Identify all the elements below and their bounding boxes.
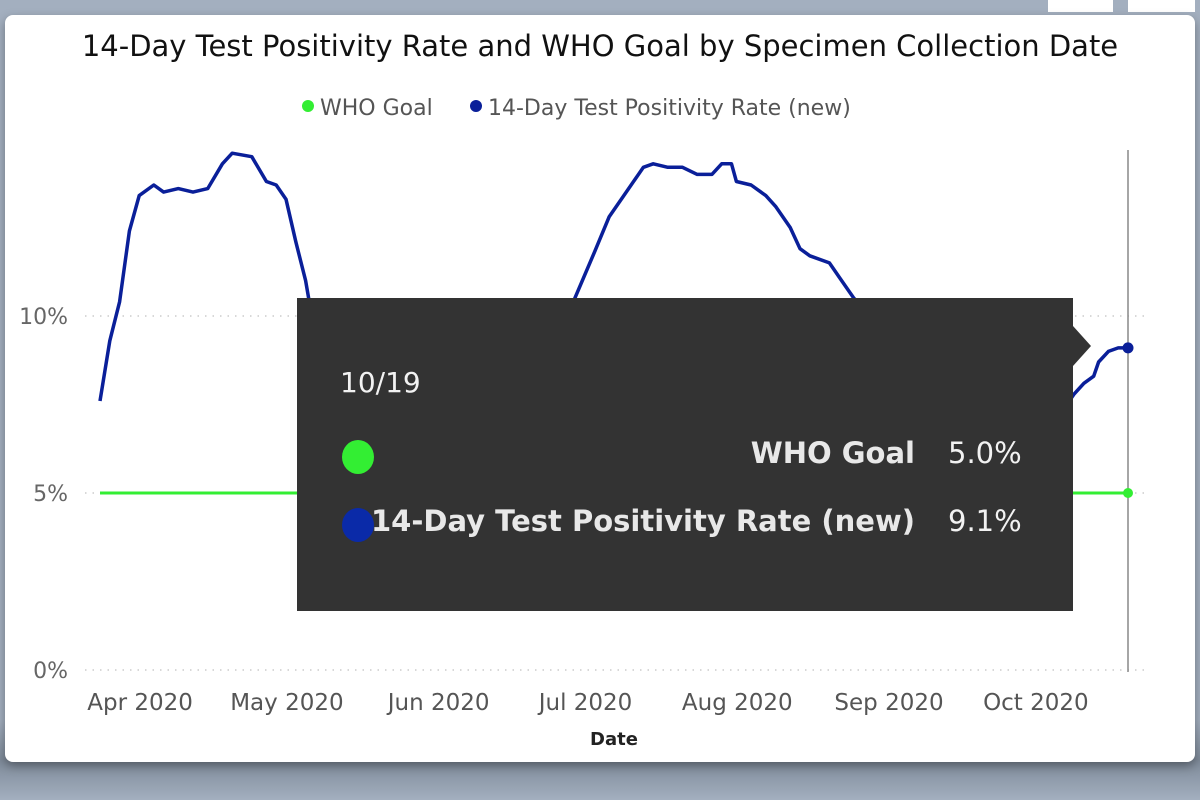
tooltip-series-name: 14-Day Test Positivity Rate (new) — [371, 504, 915, 538]
x-tick-label: Jul 2020 — [537, 690, 633, 716]
x-tick-label: Oct 2020 — [983, 690, 1089, 716]
legend-rate-marker — [470, 100, 482, 112]
positivity-rate-hover-point — [1122, 342, 1134, 354]
y-tick-label: 0% — [33, 659, 68, 684]
x-axis-title: Date — [590, 729, 638, 750]
tooltip: 10/19 WHO Goal 5.0% 14-Day Test Positivi… — [297, 298, 1091, 611]
window-tab[interactable] — [1048, 0, 1113, 12]
window-tab[interactable] — [1128, 0, 1195, 12]
legend[interactable]: WHO Goal 14-Day Test Positivity Rate (ne… — [302, 96, 851, 121]
legend-who-goal-marker — [302, 100, 314, 112]
who-goal-hover-point — [1123, 488, 1133, 498]
legend-who-goal-label[interactable]: WHO Goal — [320, 96, 433, 121]
tooltip-series-value: 9.1% — [948, 504, 1022, 538]
who-goal-dot-icon — [342, 440, 374, 474]
x-tick-label: May 2020 — [230, 690, 343, 716]
rate-dot-icon — [342, 508, 374, 542]
tooltip-series-value: 5.0% — [948, 436, 1022, 470]
y-tick-label: 5% — [33, 482, 68, 507]
x-tick-label: Aug 2020 — [682, 690, 793, 716]
y-tick-label: 10% — [19, 305, 68, 330]
tooltip-arrow — [1073, 326, 1091, 366]
legend-rate-label[interactable]: 14-Day Test Positivity Rate (new) — [488, 96, 851, 121]
tooltip-series-name: WHO Goal — [750, 436, 915, 470]
tooltip-date: 10/19 — [340, 366, 421, 399]
x-tick-label: Apr 2020 — [87, 690, 193, 716]
tooltip-row-rate: 14-Day Test Positivity Rate (new) 9.1% — [340, 504, 1040, 544]
x-tick-label: Sep 2020 — [834, 690, 943, 716]
chart-title: 14-Day Test Positivity Rate and WHO Goal… — [82, 29, 1118, 63]
x-tick-label: Jun 2020 — [386, 690, 490, 716]
tooltip-row-who-goal: WHO Goal 5.0% — [340, 436, 1040, 476]
